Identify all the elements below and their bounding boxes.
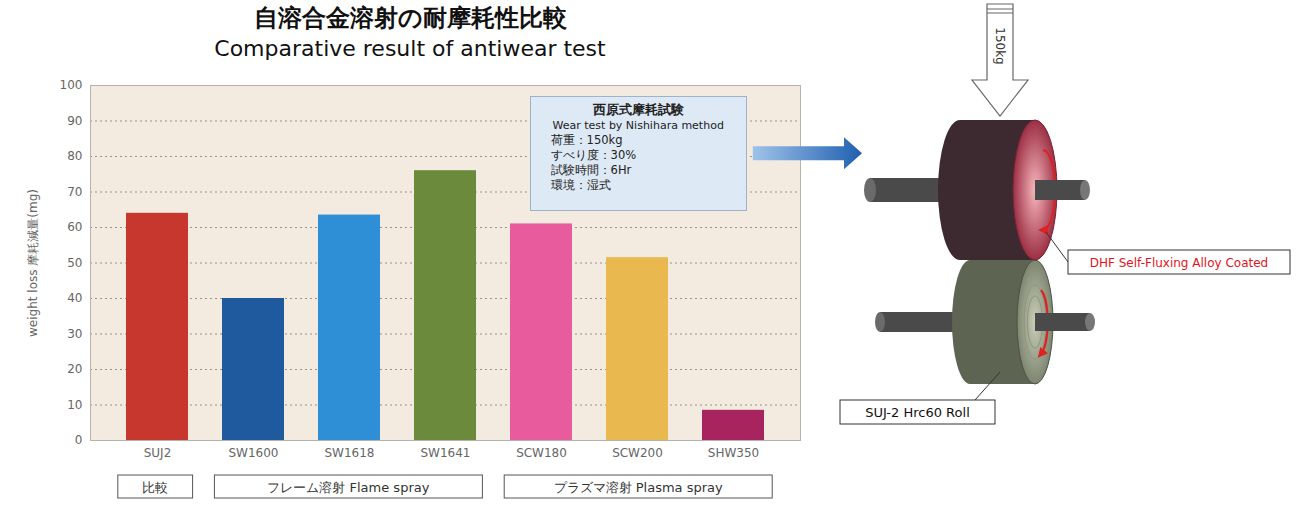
html-text:試験時間：6Hr: 試験時間：6Hr [550,162,632,177]
svg-text:SCW180: SCW180 [516,446,567,460]
svg-text:10: 10 [67,398,82,412]
html-text:すべり度：30%: すべり度：30% [550,147,637,162]
svg-text:50: 50 [67,256,82,270]
svg-text:比較: 比較 [142,480,168,495]
svg-text:SW1641: SW1641 [420,446,470,460]
svg-text:30: 30 [67,327,82,341]
html-text:Wear test by Nishihara method: Wear test by Nishihara method [552,118,724,132]
svg-text:DHF Self-Fluxing Alloy Coated: DHF Self-Fluxing Alloy Coated [1090,256,1268,270]
svg-text:SUJ-2 Hrc60 Roll: SUJ-2 Hrc60 Roll [865,405,970,420]
svg-text:SHW350: SHW350 [708,446,759,460]
svg-text:SUJ2: SUJ2 [144,446,172,460]
svg-text:100: 100 [60,78,83,92]
svg-text:70: 70 [67,185,82,199]
svg-text:SW1618: SW1618 [324,446,374,460]
svg-text:90: 90 [67,114,82,128]
svg-text:150kg: 150kg [993,27,1007,64]
html-text:環境：湿式: 環境：湿式 [550,177,611,192]
svg-text:40: 40 [67,291,82,305]
html-text:自溶合金溶射の耐摩耗性比較: 自溶合金溶射の耐摩耗性比較 [253,4,567,32]
svg-text:20: 20 [67,362,82,376]
svg-text:SW1600: SW1600 [228,446,278,460]
html-text:Comparative result of antiwear: Comparative result of antiwear test [214,36,606,61]
svg-text:0: 0 [75,433,83,447]
html-text:西原式摩耗試験: 西原式摩耗試験 [592,101,684,117]
svg-text:60: 60 [67,220,82,234]
html-text:荷重：150kg: 荷重：150kg [550,132,623,147]
svg-text:80: 80 [67,149,82,163]
svg-text:フレーム溶射 Flame spray: フレーム溶射 Flame spray [267,480,429,495]
svg-text:SCW200: SCW200 [612,446,663,460]
svg-text:weight loss 摩耗減量(mg): weight loss 摩耗減量(mg) [26,189,40,337]
svg-text:プラズマ溶射 Plasma spray: プラズマ溶射 Plasma spray [554,480,723,495]
